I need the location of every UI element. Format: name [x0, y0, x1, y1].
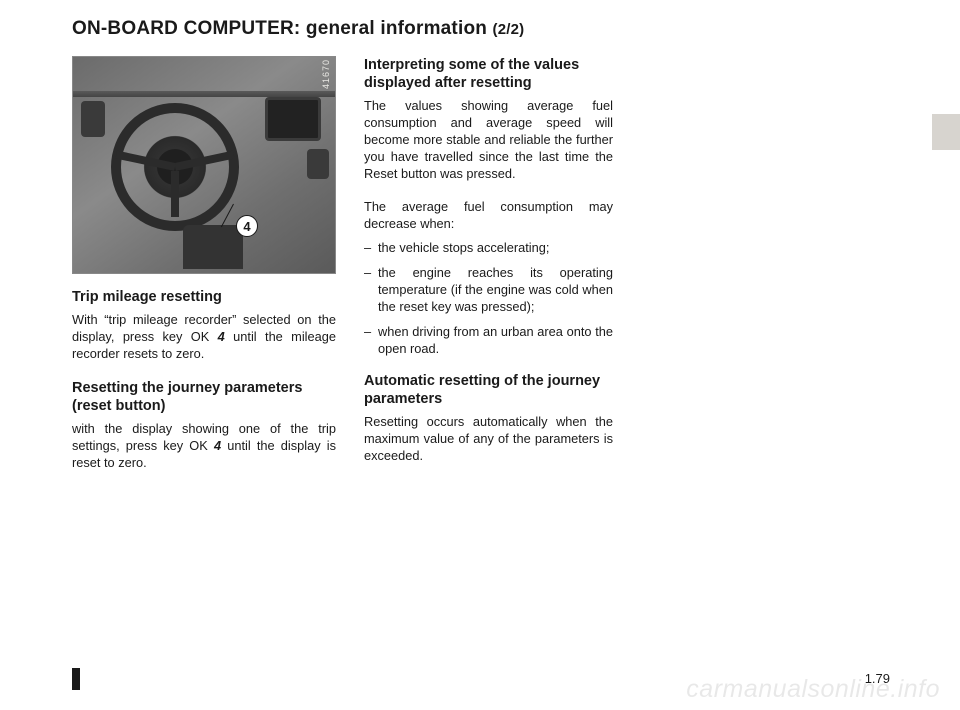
section-trip-mileage-body: With “trip mileage recorder” selected on…: [72, 312, 336, 363]
footer-black-tab: [72, 668, 80, 690]
air-vent-right: [307, 149, 329, 179]
watermark-text: carmanualsonline.info: [686, 675, 940, 704]
section-interpreting-title: Interpreting some of the values displaye…: [364, 56, 613, 92]
column-right: [641, 56, 890, 488]
column-left: 41670 4 Trip mileage resetting With: [72, 56, 336, 488]
section-interpreting-body2: The average fuel consumption may decreas…: [364, 199, 613, 233]
dashboard-figure: 41670 4: [72, 56, 336, 274]
figure-callout: 4: [233, 197, 258, 237]
figure-image-number: 41670: [321, 59, 331, 89]
list-item: the engine reaches its operating tempera…: [364, 265, 613, 316]
title-sub: (2/2): [493, 21, 525, 38]
steering-wheel: [111, 103, 239, 231]
content-columns: 41670 4 Trip mileage resetting With: [72, 56, 890, 488]
page-title: ON-BOARD COMPUTER: general information (…: [72, 18, 890, 40]
list-item: the vehicle stops accelerating;: [364, 240, 613, 257]
list-item: when driving from an urban area onto the…: [364, 324, 613, 358]
title-main: ON-BOARD COMPUTER: general information: [72, 18, 493, 39]
air-vent-left: [81, 101, 105, 137]
section-interpreting-body1: The values showing average fuel consumpt…: [364, 98, 613, 182]
column-middle: Interpreting some of the values displaye…: [364, 56, 613, 488]
section-reset-journey-title: Resetting the journey parameters (reset …: [72, 379, 336, 415]
wheel-spoke: [174, 151, 234, 171]
key-ref: 4: [214, 438, 221, 453]
callout-bubble: 4: [236, 215, 258, 237]
section-auto-reset-title: Automatic resetting of the journey param…: [364, 372, 613, 408]
section-auto-reset-body: Resetting occurs automatically when the …: [364, 414, 613, 465]
section-trip-mileage-title: Trip mileage resetting: [72, 288, 336, 306]
key-ref: 4: [218, 329, 225, 344]
infotainment-screen: [265, 97, 321, 141]
manual-page: ON-BOARD COMPUTER: general information (…: [0, 0, 960, 710]
wheel-spoke: [171, 171, 179, 217]
decrease-conditions-list: the vehicle stops accelerating; the engi…: [364, 240, 613, 357]
wheel-spoke: [115, 151, 175, 171]
section-reset-journey-body: with the display showing one of the trip…: [72, 421, 336, 472]
page-edge-tab: [932, 114, 960, 150]
